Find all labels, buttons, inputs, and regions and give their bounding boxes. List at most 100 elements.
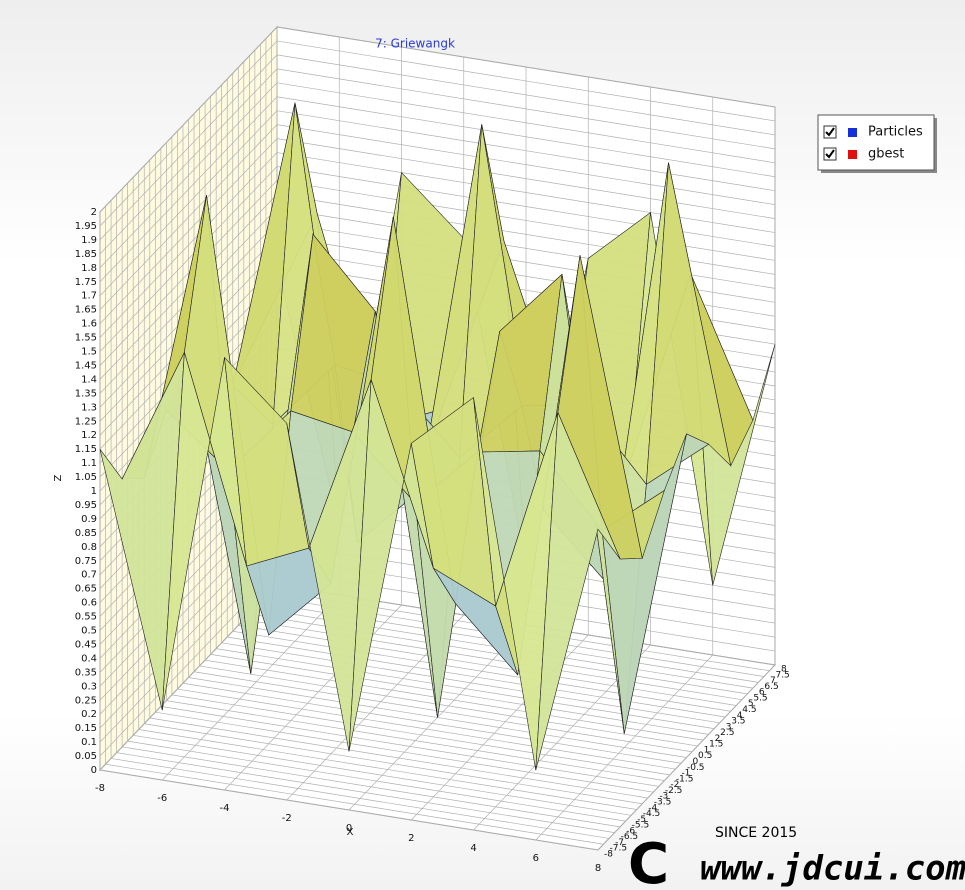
z-tick-label: 2: [91, 207, 97, 218]
y-tick-label: 2: [715, 734, 721, 744]
legend-label: gbest: [868, 147, 904, 162]
y-tick-label: 5.5: [753, 693, 767, 703]
y-tick-label: 4.5: [742, 705, 756, 715]
surface-cell: [535, 412, 621, 771]
y-grid-line: [182, 682, 682, 764]
z-tick-label: 0.4: [81, 653, 97, 664]
legend-check: [825, 149, 835, 159]
labels: 00.050.10.150.20.250.30.350.40.450.50.55…: [75, 207, 790, 874]
legend-swatch: [848, 128, 857, 137]
z-tick-label: 1.5: [81, 347, 97, 358]
y-grid-line: [149, 717, 648, 799]
x-tick-label: 6: [533, 853, 539, 864]
y-grid-line: [105, 763, 604, 845]
z-tick-label: 1.45: [75, 360, 97, 371]
x-tick-label: -4: [220, 803, 230, 814]
y-grid-line: [193, 671, 693, 753]
x-tick-label: 4: [470, 843, 476, 854]
y-tick-label: 6: [759, 688, 765, 698]
z-tick-label: 0.15: [75, 723, 97, 734]
z-tick-label: 1.2: [81, 430, 97, 441]
x-tick-label: -2: [282, 813, 292, 824]
x-axis-label: X: [347, 827, 354, 838]
x-tick-label: -6: [157, 793, 167, 804]
x-tick-label: -8: [95, 783, 105, 794]
y-grid-line: [227, 636, 726, 718]
z-tick-label: 1.6: [81, 319, 97, 330]
y-tick-label: 2.5: [720, 728, 734, 738]
z-tick-label: 0.7: [81, 570, 97, 581]
y-tick-label: 0.5: [698, 751, 712, 761]
y-tick-label: 1.5: [709, 740, 723, 750]
z-tick-label: 0.6: [81, 598, 97, 609]
y-grid-line: [238, 625, 737, 706]
chart-title: 7: Griewangk: [375, 37, 455, 51]
y-tick-label: -1: [681, 769, 690, 779]
z-tick-label: 0.35: [75, 667, 97, 678]
y-grid-line: [177, 688, 676, 770]
y-tick-label: -8: [604, 850, 613, 860]
z-tick-label: 0.05: [75, 751, 97, 762]
surface: [99, 102, 776, 771]
y-tick-label: 5: [748, 699, 754, 709]
z-tick-label: 0: [91, 765, 97, 776]
y-tick-label: -6: [626, 826, 635, 836]
y-tick-label: 6.5: [764, 682, 778, 692]
z-tick-label: 1.25: [75, 416, 97, 427]
y-grid-line: [127, 740, 626, 822]
z-tick-label: 0.9: [81, 514, 97, 525]
z-tick-label: 0.55: [75, 612, 97, 623]
legend-box: [817, 114, 935, 171]
y-tick-label: -4.5: [643, 809, 661, 819]
x-tick-label: 2: [408, 833, 414, 844]
y-tick-label: -2: [670, 780, 679, 790]
y-tick-label: -5: [637, 815, 646, 825]
y-grid-line: [171, 694, 670, 776]
y-grid-line: [122, 746, 621, 828]
z-tick-label: 1.3: [81, 402, 97, 413]
y-tick-label: -4: [648, 803, 657, 813]
z-tick-label: 1.15: [75, 444, 97, 455]
y-tick-label: 3: [726, 722, 732, 732]
z-tick-label: 1.05: [75, 472, 97, 483]
y-tick-label: -3.5: [654, 797, 672, 807]
y-tick-label: 1: [704, 745, 710, 755]
y-grid-line: [199, 665, 698, 747]
watermark-logo: C: [628, 832, 669, 890]
y-tick-label: 4: [737, 711, 743, 721]
y-grid-line: [155, 711, 654, 793]
z-axis-label: Z: [53, 474, 64, 481]
legend-check: [825, 127, 835, 137]
z-tick-label: 1.75: [75, 277, 97, 288]
z-tick-label: 1.7: [81, 291, 97, 302]
z-tick-label: 1.35: [75, 388, 97, 399]
y-grid-line: [216, 648, 715, 729]
z-tick-label: 0.8: [81, 542, 97, 553]
y-grid-line: [166, 700, 665, 781]
legend-label: Particles: [868, 125, 923, 140]
z-tick-label: 1.55: [75, 333, 97, 344]
y-tick-label: -1.5: [676, 774, 694, 784]
y-tick-label: -6.5: [621, 832, 639, 842]
z-tick-label: 0.1: [81, 737, 97, 748]
z-tick-label: 0.3: [81, 681, 97, 692]
y-grid-line: [205, 659, 704, 741]
x-tick-label: 0: [346, 823, 352, 834]
z-tick-label: 1.4: [81, 374, 97, 385]
z-tick-label: 0.45: [75, 639, 97, 650]
y-tick-label: 0: [693, 757, 699, 767]
z-tick-label: 0.2: [81, 709, 97, 720]
z-tick-label: 0.85: [75, 528, 97, 539]
y-grid-line: [111, 758, 610, 839]
y-tick-label: -7.5: [610, 844, 628, 854]
z-tick-label: 1: [91, 486, 97, 497]
y-grid-line: [144, 723, 643, 805]
z-tick-label: 1.65: [75, 305, 97, 316]
watermark-since: SINCE 2015: [715, 825, 797, 841]
z-tick-label: 1.1: [81, 458, 97, 469]
y-tick-label: -2.5: [665, 786, 683, 796]
z-tick-label: 1.9: [81, 235, 97, 246]
y-grid-line: [116, 752, 615, 834]
z-tick-label: 0.65: [75, 584, 97, 595]
